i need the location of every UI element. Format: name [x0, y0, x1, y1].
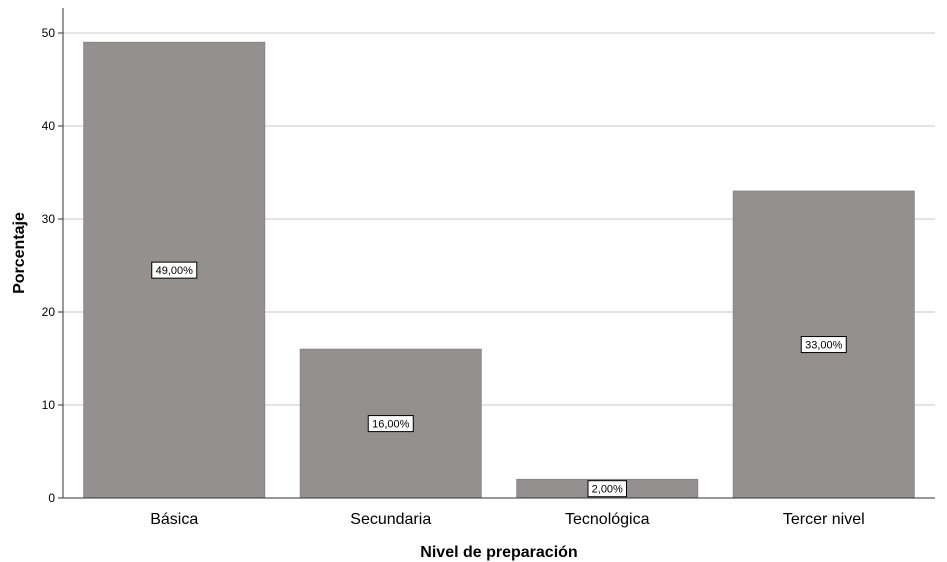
- x-tick-label: Tercer nivel: [783, 511, 865, 528]
- x-axis-title: Nivel de preparación: [420, 544, 577, 561]
- x-tick-label: Básica: [150, 511, 198, 528]
- x-tick-label: Secundaria: [350, 511, 431, 528]
- bars: [83, 41, 915, 499]
- data-label-box: [367, 415, 414, 433]
- data-label: 33,00%: [805, 340, 843, 352]
- data-label-box: [587, 480, 627, 498]
- data-label: 16,00%: [372, 419, 410, 431]
- data-label-box: [151, 261, 198, 279]
- y-tick-label: 10: [42, 398, 56, 412]
- data-labels: 49,00% 16,00% 2,00% 33,00%: [151, 261, 847, 498]
- axes: [62, 8, 935, 499]
- x-tick-label: Tecnológica: [565, 511, 650, 528]
- data-label: 2,00%: [592, 484, 623, 496]
- y-tick-label: 20: [42, 305, 56, 319]
- y-tick-label: 50: [42, 26, 56, 40]
- y-axis-title: Porcentaje: [11, 212, 28, 294]
- data-label-box: [800, 336, 847, 354]
- y-tick-labels: 0 10 20 30 40 50: [42, 26, 63, 505]
- y-tick-label: 30: [42, 212, 56, 226]
- x-tick-labels: Básica Secundaria Tecnológica Tercer nivel: [150, 511, 864, 528]
- data-label: 49,00%: [156, 265, 194, 277]
- y-tick-label: 40: [42, 119, 56, 133]
- y-tick-label: 0: [48, 491, 55, 505]
